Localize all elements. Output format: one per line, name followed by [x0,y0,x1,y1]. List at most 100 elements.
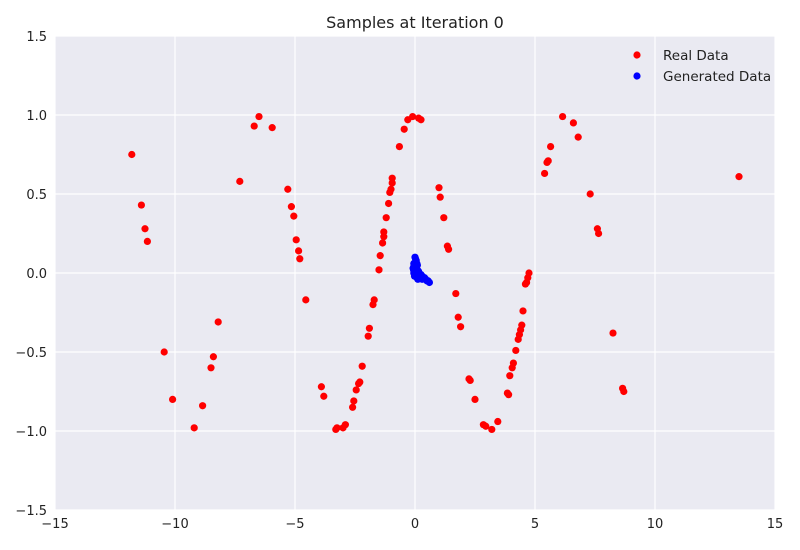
data-point [409,112,417,121]
data-point [559,112,567,121]
data-point [445,245,453,253]
data-point [370,296,378,304]
data-point [512,346,520,355]
data-point [350,397,358,405]
data-point [595,229,603,238]
data-point [400,125,408,133]
y-tick-label: −1.0 [15,425,47,440]
data-point [287,203,295,211]
data-point [435,184,443,192]
data-point [388,174,396,182]
legend: Real Data Generated Data [633,48,771,85]
data-point [586,190,594,198]
data-point [454,313,462,321]
data-point [418,275,426,283]
data-point [207,364,215,372]
data-point [341,421,349,429]
legend-item: Real Data [633,48,729,64]
y-tick-label: 1.0 [26,109,47,124]
data-point [518,321,526,329]
data-point [620,387,628,396]
data-point [375,266,383,274]
data-point [382,214,390,222]
data-point [160,348,168,356]
data-point [137,201,145,209]
data-point [385,199,393,208]
data-points [128,112,743,434]
x-tick-label: −10 [161,517,188,532]
x-tick-label: 0 [411,517,419,532]
data-point [574,133,582,141]
data-point [609,329,617,337]
data-point [425,278,433,287]
data-point [199,402,207,410]
data-point [519,307,527,315]
x-tick-label: 5 [531,517,539,532]
data-point [494,417,502,426]
data-point [236,177,244,185]
y-tick-label: −0.5 [15,346,47,361]
data-point [436,193,444,201]
data-point [209,353,217,361]
y-tick-label: 0.0 [26,267,47,282]
data-point [395,143,403,151]
data-point [214,318,222,326]
x-tick-label: −15 [41,517,68,532]
x-tick-label: 10 [647,517,664,532]
data-point [544,157,552,165]
x-tick-label: 15 [767,517,784,532]
x-tick-label: −5 [285,517,304,532]
chart-title: Samples at Iteration 0 [326,13,504,32]
y-tick-label: −1.5 [15,504,47,519]
legend-item: Generated Data [633,69,771,85]
data-point [292,236,300,244]
data-point [128,150,136,159]
data-point [365,324,373,332]
data-point [352,386,360,394]
data-point [169,395,177,403]
series-1 [409,253,433,287]
data-point [333,424,341,432]
data-point [290,212,298,220]
data-point [255,112,263,121]
data-point [488,425,496,434]
data-point [364,332,372,340]
data-point [356,378,364,386]
y-tick-label: 1.5 [26,30,47,45]
data-point [358,362,366,370]
data-point [440,214,448,222]
legend-label: Generated Data [663,69,771,85]
data-point [547,143,555,151]
data-point [387,185,395,193]
series-0 [128,112,743,434]
data-point [379,239,387,247]
tick-labels: −15 −10 −5 0 5 10 15 −1.5 −1.0 −0.5 0.0 0.5 1.0 1.5 [15,30,783,532]
data-point [296,255,304,263]
data-point [525,269,533,277]
data-point [302,296,310,304]
data-point [317,383,325,391]
data-point [471,395,479,403]
data-point [506,372,514,380]
data-point [541,169,549,178]
data-point [376,252,384,260]
data-point [320,392,328,400]
legend-marker [633,72,641,80]
data-point [190,424,198,432]
data-point [509,359,517,367]
data-point [295,247,303,255]
data-point [466,376,474,385]
data-point [141,225,149,233]
data-point [457,323,465,331]
legend-label: Real Data [663,48,729,64]
data-point [505,391,513,399]
data-point [143,237,151,245]
data-point [735,173,743,181]
data-point [268,124,276,132]
data-point [482,422,490,430]
data-point [284,185,292,193]
data-point [569,119,578,127]
data-point [380,228,388,236]
data-point [349,403,357,411]
